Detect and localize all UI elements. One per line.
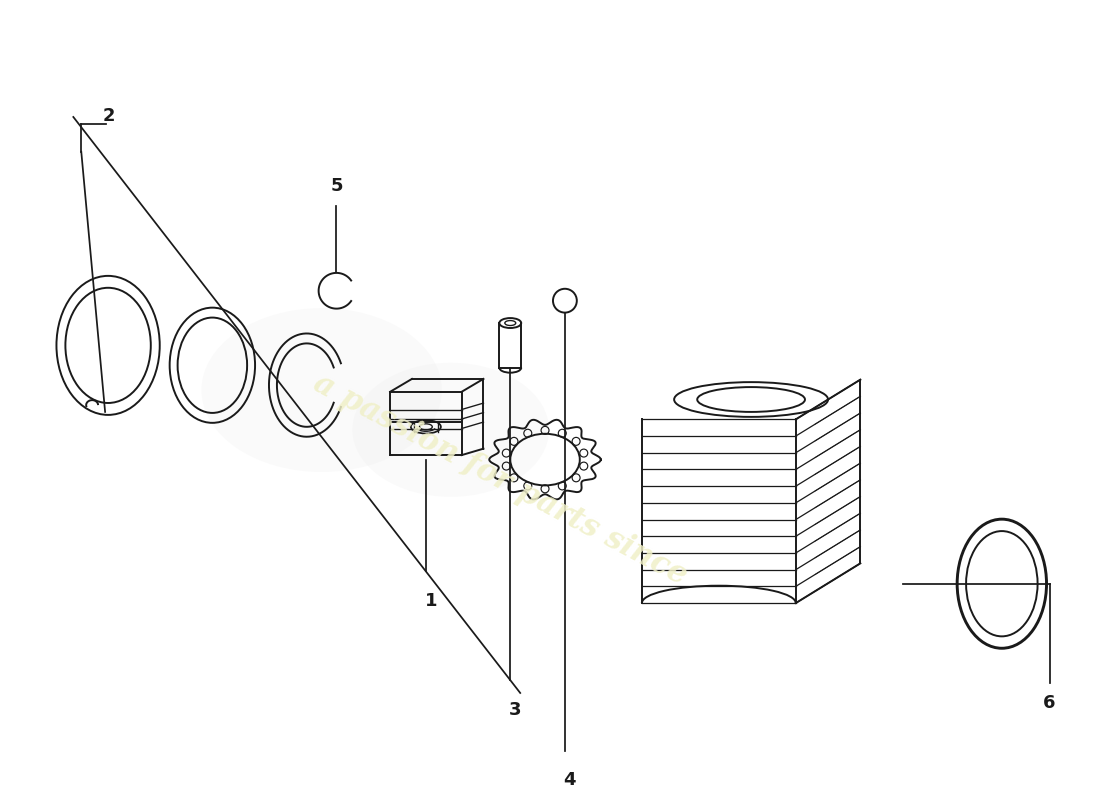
Ellipse shape [201,308,442,472]
Text: 1: 1 [425,592,437,610]
Text: 4: 4 [563,771,576,790]
Text: a passion for parts since: a passion for parts since [308,367,693,591]
Ellipse shape [352,362,549,497]
Text: 2: 2 [102,107,116,125]
Text: 5: 5 [330,178,343,195]
Text: 6: 6 [1043,694,1056,712]
Text: 3: 3 [509,701,521,719]
